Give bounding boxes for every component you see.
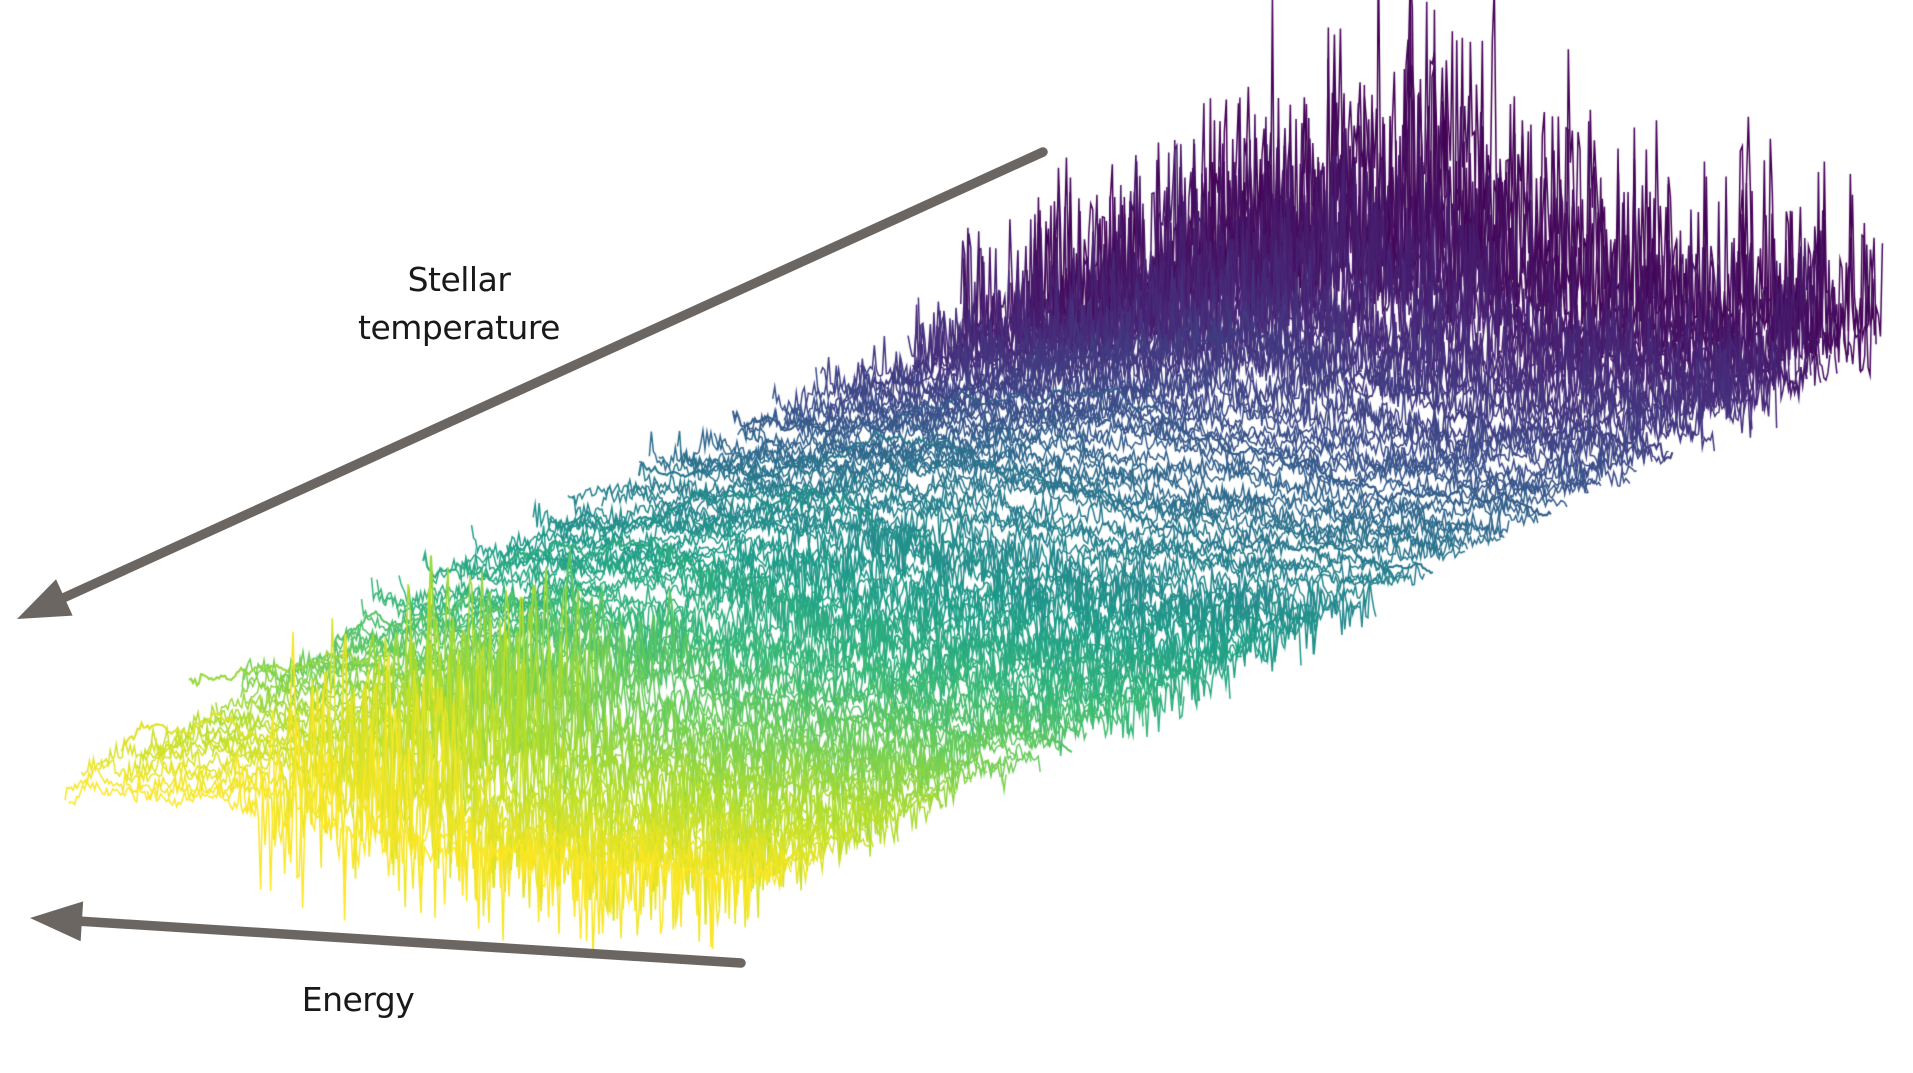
energy-label: Energy	[301, 980, 415, 1019]
stellar-temperature-label: Stellar temperature	[358, 260, 560, 347]
